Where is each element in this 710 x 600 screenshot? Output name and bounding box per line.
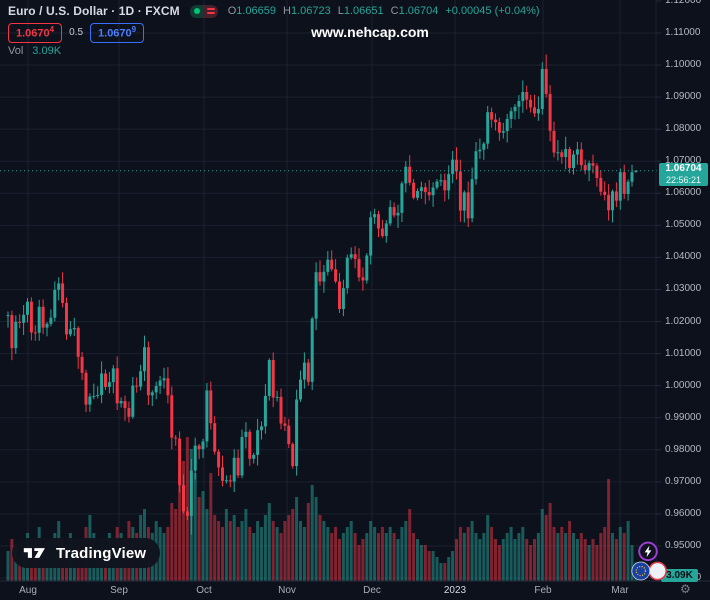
price-axis-label: 0.98000 <box>665 443 702 455</box>
gridlines-layer <box>0 0 656 581</box>
settings-gear-icon[interactable]: ⚙ <box>680 582 691 596</box>
buy-ask-button[interactable]: 1.06709 <box>90 23 145 43</box>
price-axis-label: 1.02000 <box>665 315 702 327</box>
volume-axis-label: 3.09K <box>661 569 698 582</box>
ohlc-readout: O1.06659 H1.06723 L1.06651 C1.06704 +0.0… <box>228 5 540 17</box>
lightning-icon[interactable] <box>638 541 658 562</box>
vol-label: Vol <box>8 45 24 57</box>
open-label: O <box>227 5 237 17</box>
time-axis-label: Sep <box>110 585 128 596</box>
time-axis-label: 2023 <box>443 585 467 596</box>
eur-flag-icon <box>631 561 651 581</box>
price-axis-label: 1.09000 <box>665 91 702 103</box>
candles-layer <box>6 54 638 535</box>
time-axis-label: Feb <box>534 585 552 596</box>
corner-icons <box>631 541 667 581</box>
price-axis-label: 1.10000 <box>665 59 702 71</box>
time-axis-label: Dec <box>363 585 381 596</box>
price-axis-label: 0.96000 <box>665 507 702 519</box>
vol-value: 3.09K <box>32 45 62 57</box>
bar-countdown: 22:56:21 <box>665 174 702 185</box>
last-price-value: 1.06704 <box>665 162 702 174</box>
buy-sell-toggle[interactable] <box>189 4 218 18</box>
price-axis-label: 1.12000 <box>665 0 702 6</box>
price-axis-label: 1.11000 <box>665 27 701 38</box>
high-value: 1.06723 <box>290 5 331 17</box>
price-axis-label: 0.99000 <box>665 411 702 423</box>
red-lines-icon <box>203 4 218 18</box>
price-axis-label: 1.04000 <box>665 251 702 263</box>
price-axis-label: 0.95000 <box>665 539 702 551</box>
tradingview-logo-text: TradingView <box>56 544 147 562</box>
time-axis-label: Nov <box>278 585 296 596</box>
time-axis-label: Aug <box>19 585 37 596</box>
chart-header: Euro / U.S. Dollar · 1D · FXCM O1.06659 … <box>8 4 540 18</box>
tradingview-logo[interactable]: TradingView <box>12 538 161 568</box>
time-axis-label: Oct <box>196 585 212 596</box>
price-axis-label: 1.00000 <box>665 379 702 391</box>
open-value: 1.06659 <box>236 5 277 17</box>
axis-decor <box>0 0 710 582</box>
close-label: C <box>390 5 399 17</box>
price-axis-label: 1.06000 <box>665 187 702 199</box>
price-axis-label: 1.03000 <box>665 283 702 295</box>
volume-readout: Vol 3.09K <box>8 45 61 57</box>
price-axis-label: 1.05000 <box>665 219 702 231</box>
symbol-title[interactable]: Euro / U.S. Dollar · 1D · FXCM <box>8 4 180 18</box>
sell-bid-button[interactable]: 1.06704 <box>8 23 63 43</box>
price-axis-label: 1.01000 <box>665 347 702 359</box>
last-price-label: 1.06704 22:56:21 <box>659 162 708 186</box>
plot-area <box>0 0 656 581</box>
price-axis-label: 1.08000 <box>665 123 702 135</box>
price-axis-label: 1.07000 <box>665 155 702 167</box>
green-dot-icon <box>189 4 204 18</box>
price-axis-label: 0.97000 <box>665 475 702 487</box>
low-value: 1.06651 <box>343 5 384 17</box>
spread-value: 0.5 <box>69 27 84 39</box>
bid-ask-row: 1.06704 0.5 1.06709 <box>8 23 145 43</box>
low-label: L <box>337 5 344 17</box>
change-value: +0.00045 (+0.04%) <box>445 5 540 17</box>
usd-flag-icon <box>648 561 667 581</box>
close-value: 1.06704 <box>398 5 439 17</box>
time-axis-label: Mar <box>611 585 629 596</box>
high-label: H <box>283 5 291 17</box>
watermark-text: www.nehcap.com <box>311 24 429 40</box>
tradingview-mark-icon <box>23 548 45 558</box>
